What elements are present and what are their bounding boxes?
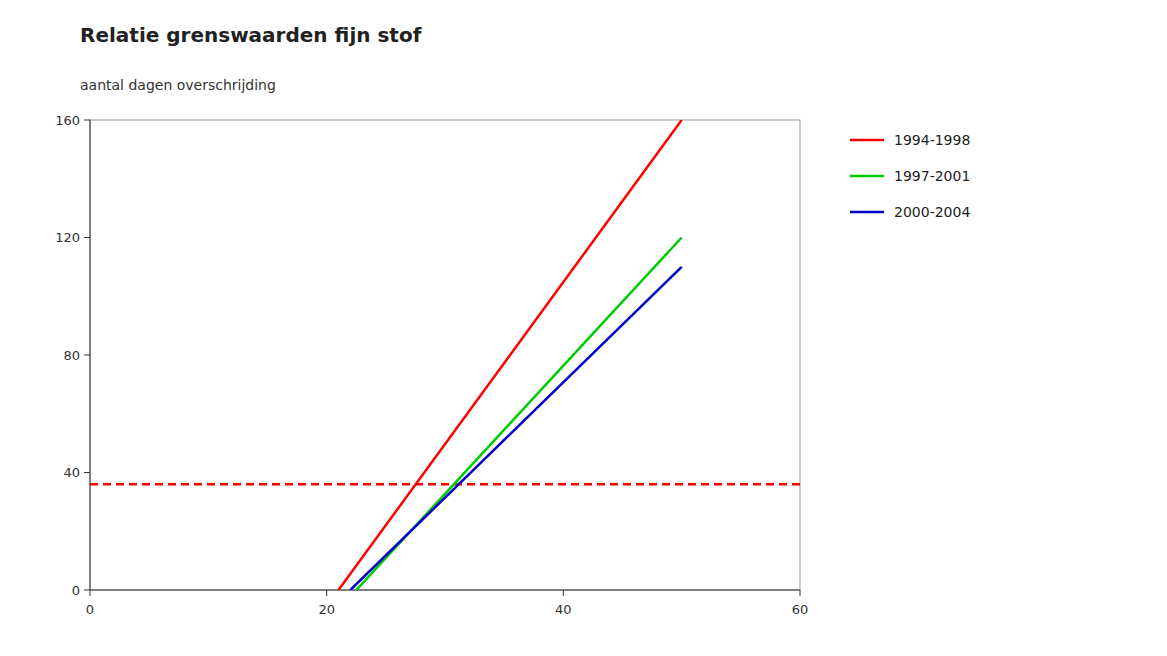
y-tick-label: 80 — [63, 348, 80, 363]
y-axis-label: aantal dagen overschrijding — [80, 77, 276, 93]
y-tick — [84, 237, 90, 238]
axes: 0 20 40 60 0 40 80 120 160 — [55, 113, 808, 618]
y-tick — [84, 590, 90, 591]
x-tick — [90, 590, 91, 596]
y-tick-label: 160 — [55, 113, 80, 128]
legend-label: 2000-2004 — [894, 204, 970, 220]
y-tick — [84, 472, 90, 473]
x-tick — [563, 590, 564, 596]
chart: Relatie grenswaarden fijn stof aantal dag… — [0, 0, 1167, 656]
legend-label: 1994-1998 — [894, 132, 970, 148]
legend-swatch — [850, 139, 884, 142]
x-tick-label: 0 — [86, 602, 94, 617]
legend: 1994-1998 1997-2001 2000-2004 — [850, 132, 970, 220]
legend-label: 1997-2001 — [894, 168, 970, 184]
x-tick-label: 40 — [555, 602, 572, 617]
x-tick — [326, 590, 327, 596]
x-tick-label: 60 — [792, 602, 809, 617]
data-layer — [90, 120, 800, 590]
legend-swatch — [850, 175, 884, 178]
x-tick-label: 20 — [318, 602, 335, 617]
reference-line — [90, 483, 800, 486]
y-tick — [84, 120, 90, 121]
legend-swatch — [850, 211, 884, 214]
chart-container: Relatie grenswaarden fijn stof aantal dag… — [0, 0, 1167, 656]
series-line — [339, 120, 682, 590]
y-tick-label: 40 — [63, 465, 80, 480]
x-axis-line — [90, 590, 800, 591]
series-line — [350, 267, 681, 590]
plot-area — [90, 120, 800, 590]
y-tick-label: 0 — [72, 583, 80, 598]
y-tick — [84, 355, 90, 356]
title: Relatie grenswaarden fijn stof — [80, 23, 422, 47]
x-tick — [800, 590, 801, 596]
y-tick-label: 120 — [55, 230, 80, 245]
